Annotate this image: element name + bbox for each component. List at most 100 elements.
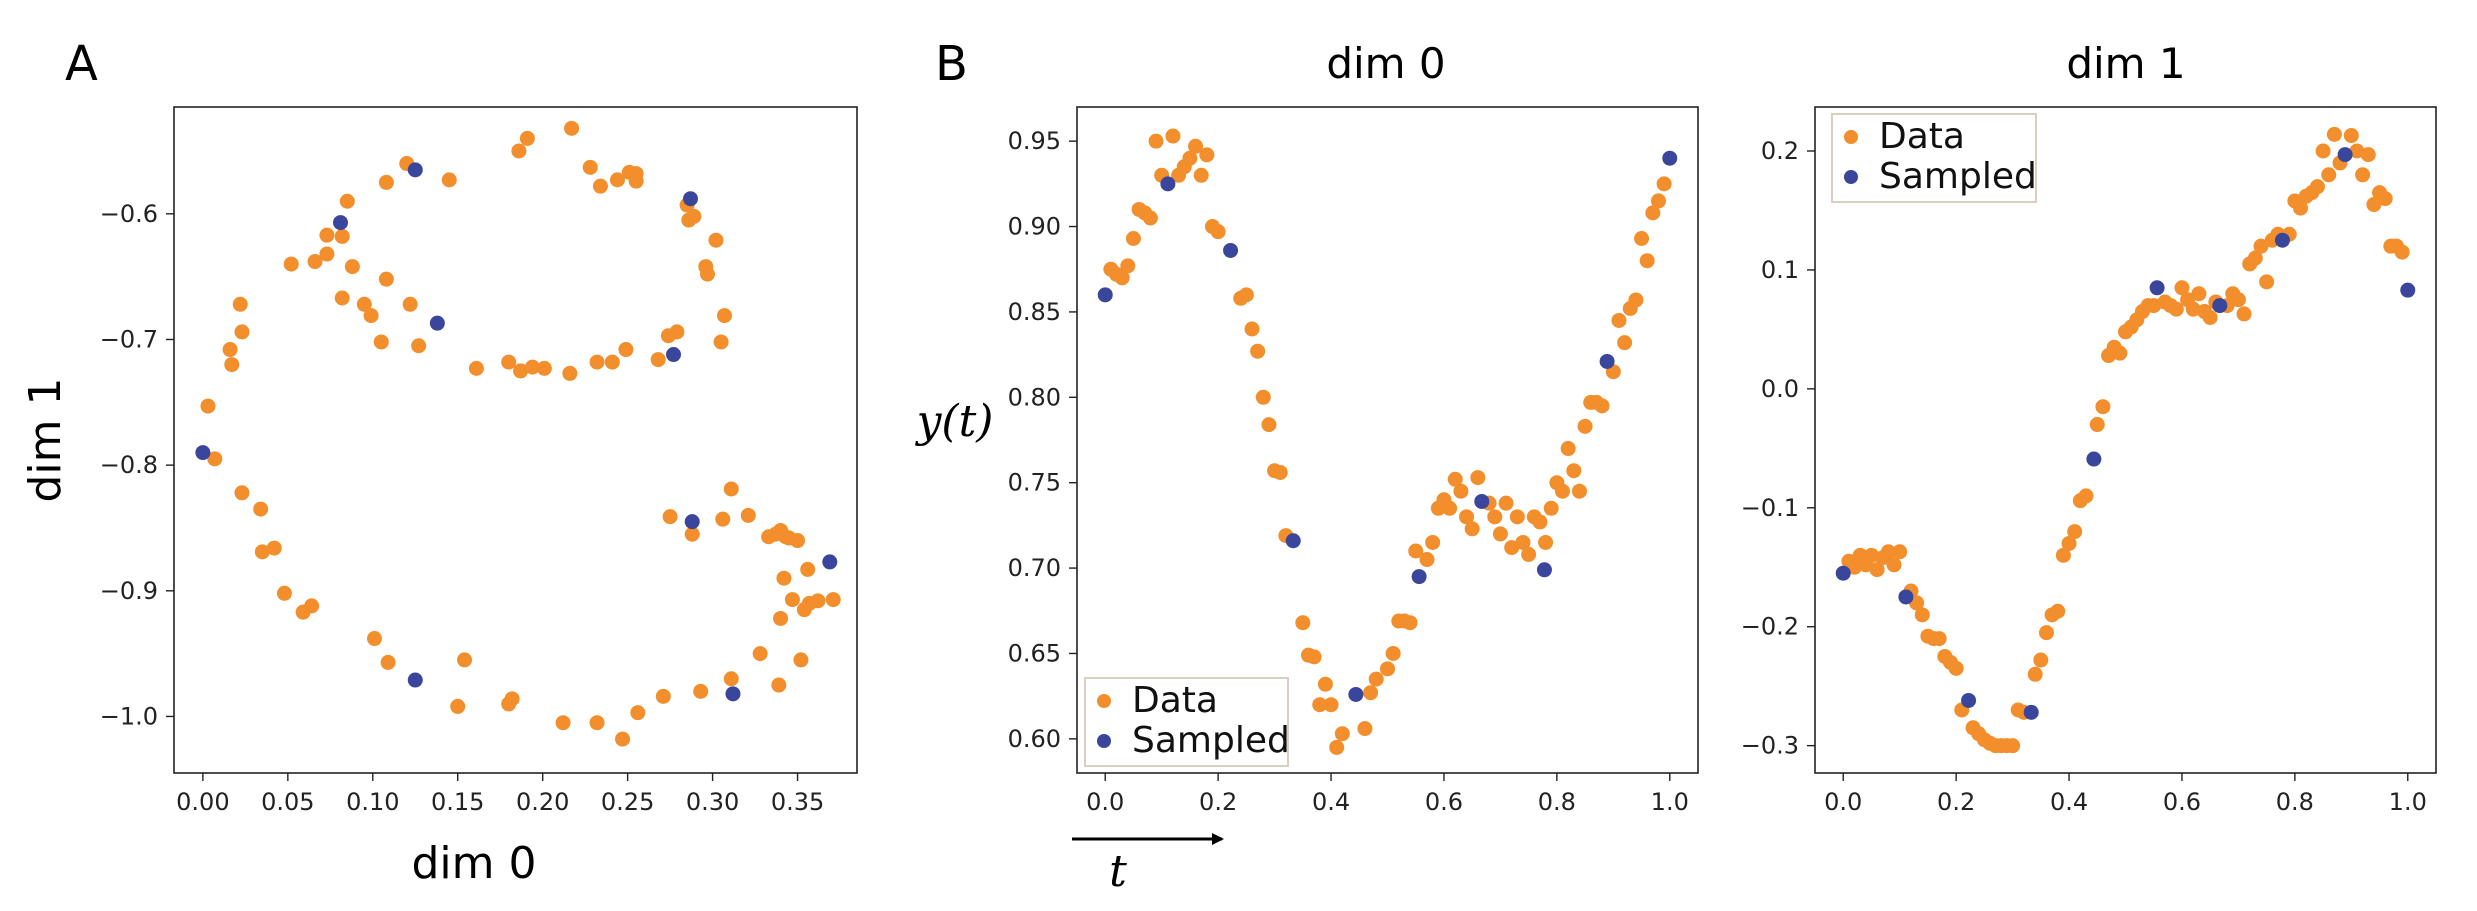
plot-b-dim0: dim 0 0.0 0.2 0.4 0.6 0.8 1.0 0.60 0.65 0.70 0.75… [915, 39, 1699, 897]
data-point [1114, 270, 1130, 286]
data-point [2185, 301, 2201, 317]
y-tick-label: 0.65 [1008, 639, 1061, 667]
sampled-point [1961, 692, 1977, 708]
panel-letter-a: A [65, 36, 98, 92]
data-point [2055, 547, 2071, 563]
data-point [1238, 287, 1254, 303]
sampled-point [2212, 298, 2228, 314]
data-point [1459, 509, 1475, 525]
data-point [1538, 534, 1554, 550]
data-point [2095, 399, 2111, 415]
data-point [825, 592, 841, 608]
y-tick-label: −1.0 [100, 702, 158, 730]
data-point [650, 352, 666, 368]
data-point [2247, 250, 2263, 266]
data-point [2349, 143, 2365, 159]
y-tick-label: −0.1 [1741, 494, 1799, 522]
data-point [1363, 685, 1379, 701]
data-point [356, 296, 372, 312]
x-tick-label: 0.0 [1824, 788, 1862, 816]
data-point [604, 354, 620, 370]
sampled-point [2086, 451, 2102, 467]
data-point [1402, 615, 1418, 631]
data-point [2067, 524, 2083, 540]
plot-b-dim0-marks [1097, 128, 1678, 755]
x-tick-label: 0.10 [346, 788, 399, 816]
plot-b-dim0-ylabel: y(t) [915, 396, 994, 447]
sampled-point [1411, 569, 1427, 585]
data-point [771, 677, 787, 693]
data-point [693, 683, 709, 699]
data-point [1532, 514, 1548, 530]
data-point [784, 592, 800, 608]
data-point [1250, 343, 1266, 359]
x-tick-label: 0.8 [1538, 788, 1576, 816]
data-point [1515, 534, 1531, 550]
data-point [1120, 258, 1136, 274]
plot-b-dim1-legend: Data Sampled [1831, 113, 2037, 203]
data-point [1555, 483, 1571, 499]
y-tick-label: −0.7 [100, 325, 158, 353]
sampled-point [1835, 565, 1851, 581]
data-point [2326, 126, 2342, 142]
y-tick-label: 0.70 [1008, 554, 1061, 582]
data-point [655, 688, 671, 704]
y-tick-label: 0.90 [1008, 213, 1061, 241]
sampled-point [2337, 147, 2353, 163]
data-point [1560, 441, 1576, 457]
data-point [1447, 471, 1463, 487]
data-point [366, 631, 382, 647]
sampled-point [1348, 686, 1364, 702]
plot-a-xlabel: dim 0 [412, 838, 537, 889]
data-point [1425, 534, 1441, 550]
data-point [1628, 292, 1644, 308]
data-point [222, 342, 238, 358]
data-point [618, 342, 634, 358]
x-tick-label: 0.8 [2276, 788, 2314, 816]
plot-a-ticks: 0.00 0.05 0.10 0.15 0.20 0.25 0.30 0.35 −0.6 −0.7… [100, 200, 825, 816]
data-point [723, 481, 739, 497]
data-point [1317, 676, 1333, 692]
sampled-point [822, 554, 838, 570]
data-point [1182, 150, 1198, 166]
sampled-point [1898, 589, 1914, 605]
data-point [2321, 167, 2337, 183]
plot-a-ylabel: dim 1 [20, 378, 71, 503]
data-point [1272, 464, 1288, 480]
plot-b-dim0-title: dim 0 [1326, 39, 1445, 88]
sampled-point [1474, 493, 1490, 509]
x-tick-label: 0.2 [1937, 788, 1975, 816]
data-point [1165, 128, 1181, 144]
data-point [319, 246, 335, 262]
data-point [307, 254, 323, 270]
data-point [1498, 495, 1514, 511]
y-tick-label: −0.6 [100, 200, 158, 228]
x-tick-label: 0.05 [261, 788, 314, 816]
data-point [715, 511, 731, 527]
data-point [1594, 398, 1610, 414]
data-point [564, 120, 580, 136]
legend-sampled-label: Sampled [1879, 156, 2037, 197]
legend-sampled-marker [1097, 734, 1111, 748]
data-point [1255, 389, 1271, 405]
data-point [411, 338, 427, 354]
plot-b-dim0-legend: Data Sampled [1084, 677, 1290, 767]
data-point [2146, 298, 2162, 314]
data-point [1125, 230, 1141, 246]
data-point [1639, 253, 1655, 269]
data-point [380, 654, 396, 670]
sampled-point [666, 347, 682, 363]
data-point [1142, 210, 1158, 226]
data-point [1380, 661, 1395, 677]
plot-a: 0.00 0.05 0.10 0.15 0.20 0.25 0.30 0.35 −0.6 −0.7… [20, 106, 858, 889]
data-point [582, 159, 598, 175]
sampled-point [429, 315, 445, 331]
y-tick-label: 0.60 [1008, 725, 1061, 753]
data-point [752, 646, 768, 662]
data-point [628, 173, 644, 189]
data-point [276, 585, 292, 601]
y-tick-label: −0.8 [100, 451, 158, 479]
y-tick-label: 0.80 [1008, 383, 1061, 411]
legend-data-marker [1097, 694, 1111, 708]
data-point [1470, 470, 1486, 486]
